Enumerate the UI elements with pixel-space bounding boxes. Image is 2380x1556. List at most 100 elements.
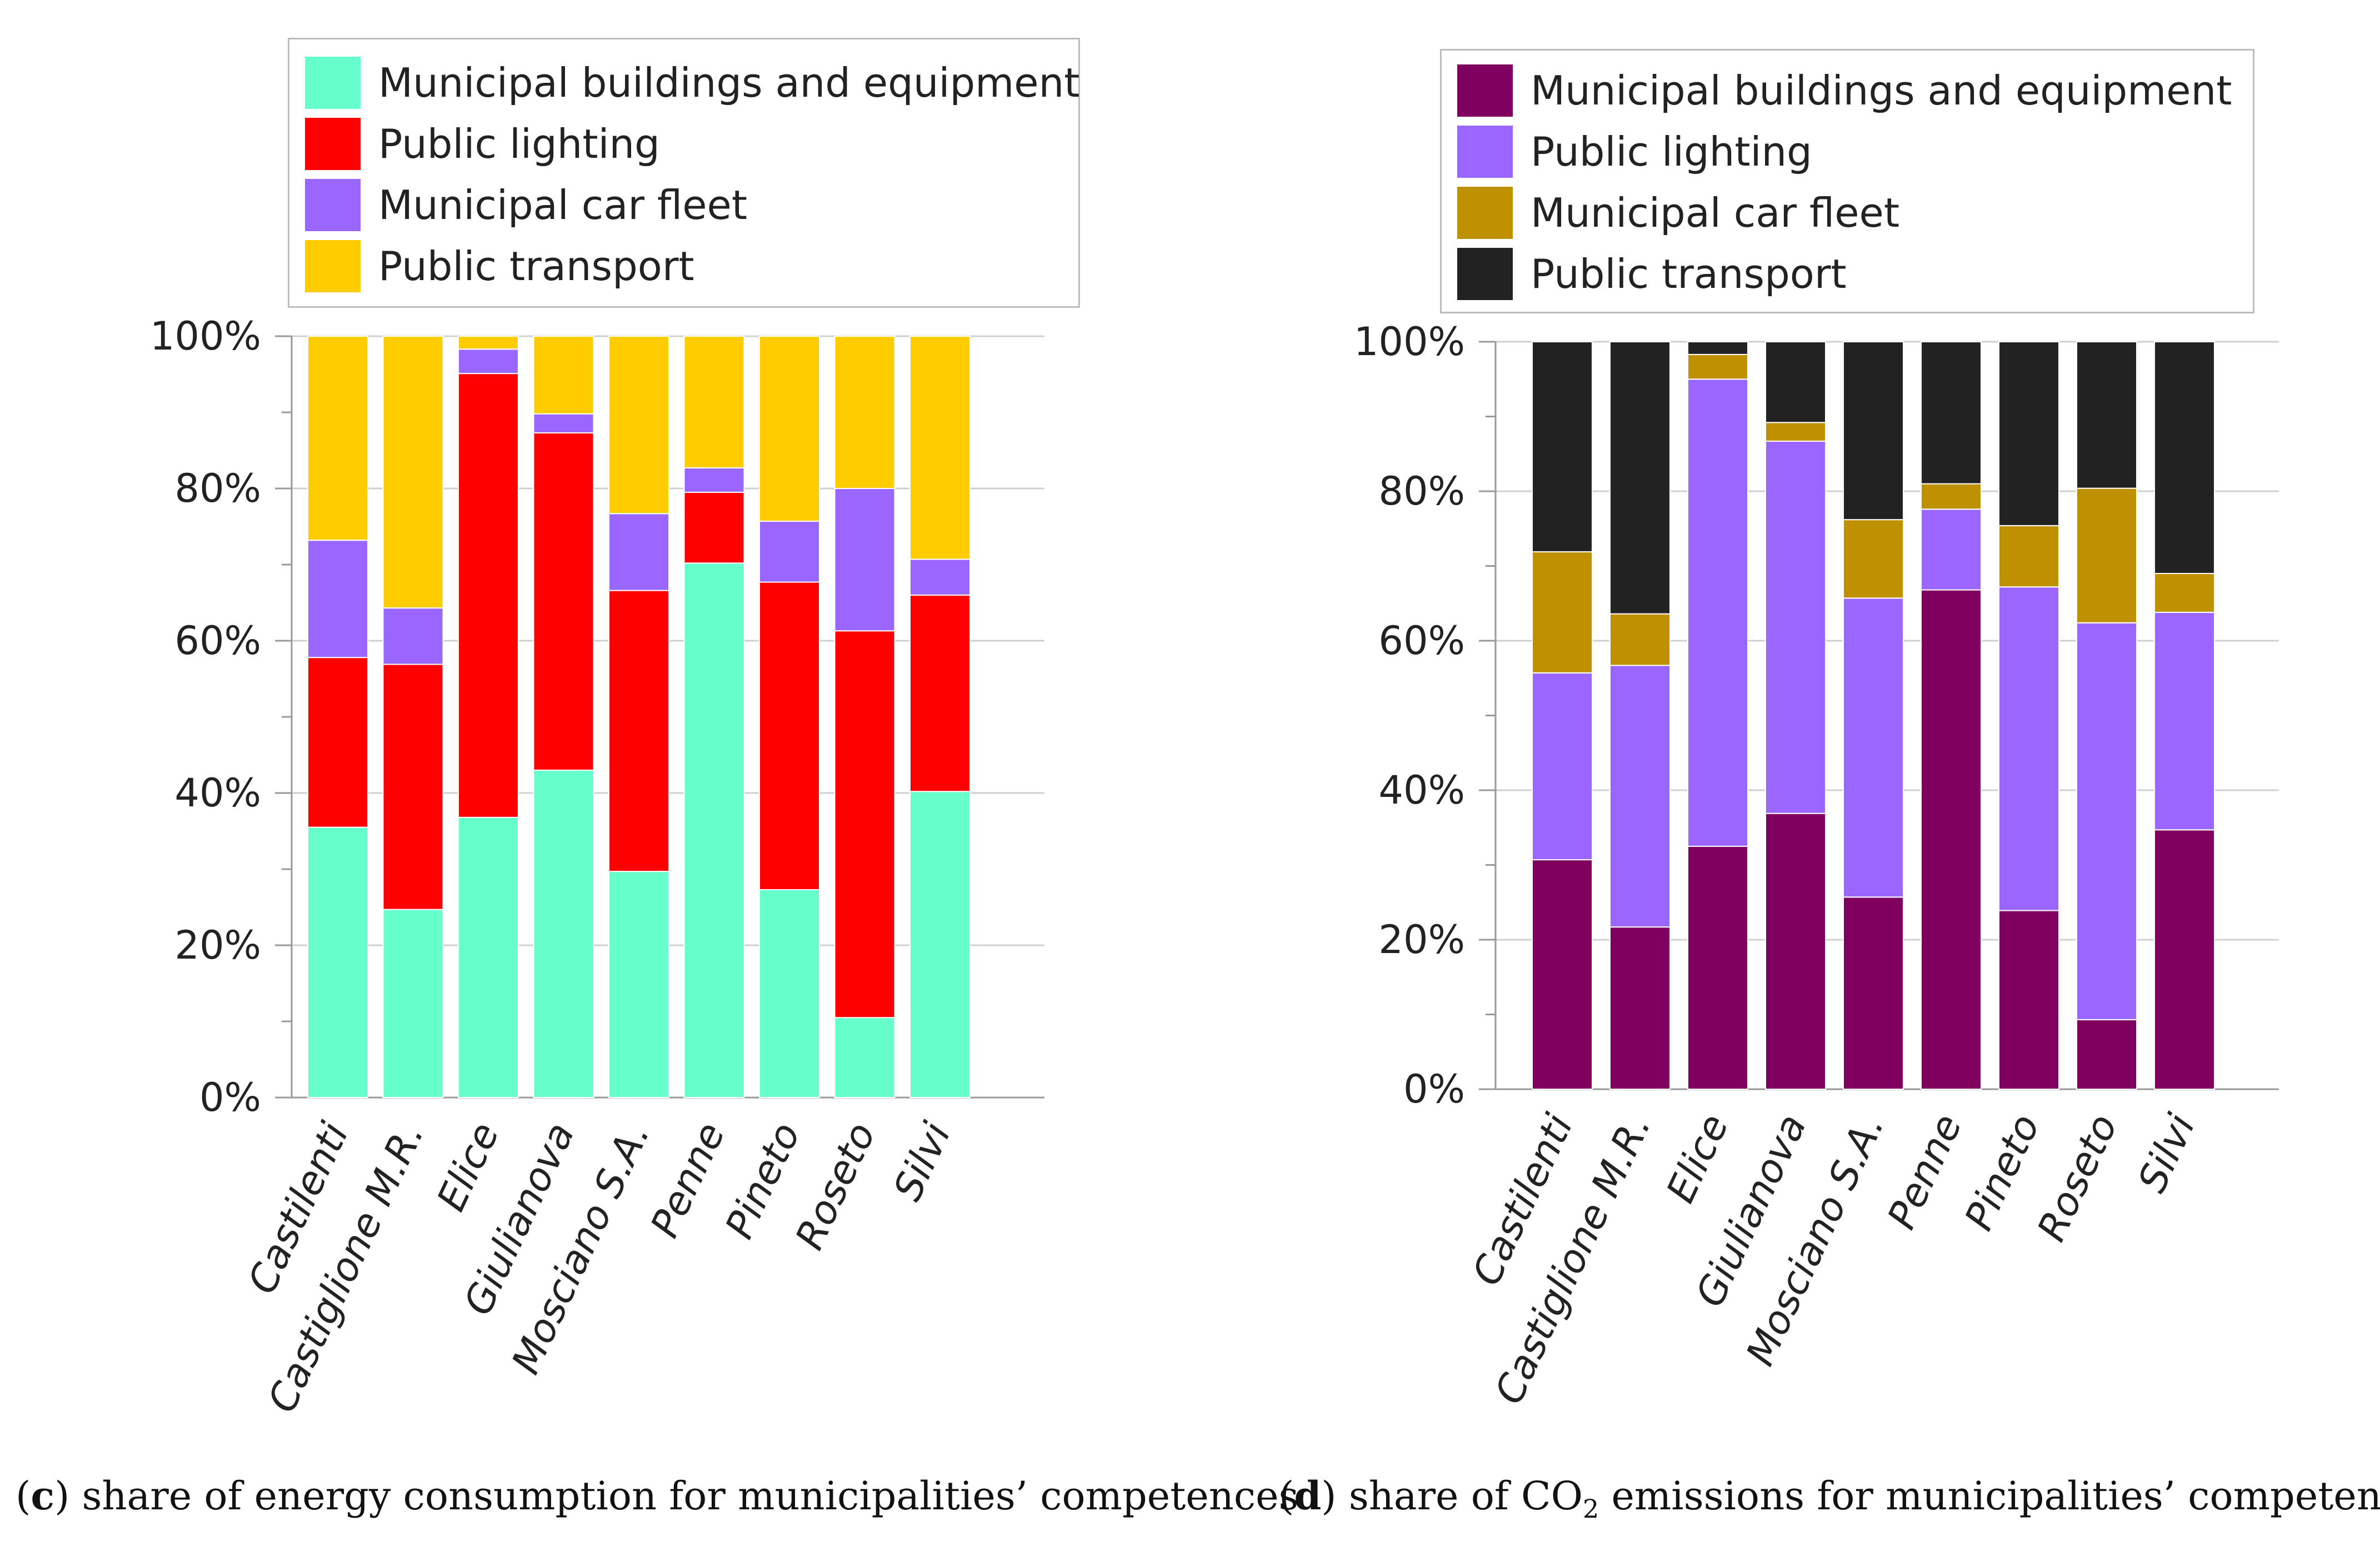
bar-segment xyxy=(458,373,519,818)
bar-segment xyxy=(1687,341,1748,355)
chart-energy-consumption: 0%20%40%60%80%100%CastilentiCastiglione … xyxy=(150,313,1044,1419)
bar-segment xyxy=(759,581,820,890)
caption-letter: c xyxy=(31,1473,54,1519)
caption-subscript: 2 xyxy=(1582,1494,1599,1524)
bar-segment xyxy=(683,336,745,469)
y-tick-label: 20% xyxy=(1378,917,1465,962)
legend-label: Municipal car fleet xyxy=(378,182,748,228)
chart-co2-emissions: 0%20%40%60%80%100%CastilentiCastiglione … xyxy=(1354,319,2279,1411)
legend-swatch xyxy=(305,179,361,231)
legend-co2: Municipal buildings and equipment Public … xyxy=(1440,49,2254,313)
bar-segment xyxy=(683,467,745,493)
legend-item: Public lighting xyxy=(305,116,660,172)
legend-item: Municipal car fleet xyxy=(1457,185,1899,241)
legend-energy: Municipal buildings and equipment Public … xyxy=(288,38,1080,308)
bar-segment xyxy=(533,432,594,771)
legend-label: Public transport xyxy=(1531,251,1847,297)
chart-panel-energy: Municipal buildings and equipment Public … xyxy=(16,38,1298,1519)
y-tick-label: 100% xyxy=(1354,319,1465,365)
legend-swatch xyxy=(305,118,361,170)
bar-segment xyxy=(834,488,896,632)
caption-letter: d xyxy=(1294,1473,1322,1519)
legend-swatch xyxy=(1457,248,1513,300)
caption-text-post: emissions for municipalities’ competence… xyxy=(1599,1473,2380,1519)
bar-segment xyxy=(2154,341,2215,574)
legend-label: Municipal car fleet xyxy=(1531,189,1900,236)
x-tick-label: Elice xyxy=(428,1116,508,1218)
bar-segment xyxy=(382,909,444,1098)
legend-item: Public transport xyxy=(305,238,694,294)
chart-panel-co2: Municipal buildings and equipment Public … xyxy=(1190,0,2380,1556)
caption-text-pre: share of CO xyxy=(1336,1473,1583,1519)
bar-segment xyxy=(2076,341,2137,489)
y-tick-label: 20% xyxy=(174,922,261,968)
caption-energy: (c) share of energy consumption for muni… xyxy=(16,1473,1299,1519)
y-tick-label: 40% xyxy=(174,770,261,816)
bar-segment xyxy=(382,336,444,609)
legend-label: Municipal buildings and equipment xyxy=(378,59,1080,106)
y-tick-label: 60% xyxy=(174,618,261,664)
bar-segment xyxy=(1921,483,1982,510)
caption-text: share of energy consumption for municipa… xyxy=(69,1473,1299,1519)
bar-segment xyxy=(759,520,820,583)
legend-swatch xyxy=(305,57,361,109)
bar-segment xyxy=(1843,341,1904,521)
bar-segment xyxy=(307,826,368,1099)
bar-segment xyxy=(2154,611,2215,831)
legend-swatch xyxy=(1457,187,1513,239)
y-tick-label: 80% xyxy=(1378,468,1465,514)
bar-segment xyxy=(1765,812,1826,1090)
bar-segment xyxy=(382,607,444,665)
bar-segment xyxy=(1843,597,1904,898)
bar-segment xyxy=(909,336,971,560)
bar-segment xyxy=(1687,845,1748,1090)
bar-segment xyxy=(909,791,971,1098)
bar-segment xyxy=(458,336,519,350)
caption-co2: (d) share of CO2 emissions for municipal… xyxy=(1279,1473,2380,1524)
bar-segment xyxy=(2076,487,2137,624)
legend-label: Municipal buildings and equipment xyxy=(1531,67,2232,114)
bar-segment xyxy=(1998,341,2059,526)
bar-segment xyxy=(683,491,745,564)
x-tick-label: Silvi xyxy=(884,1115,959,1208)
bar-segment xyxy=(834,630,896,1019)
bar-segment xyxy=(533,769,594,1098)
bar-segment xyxy=(834,336,896,489)
bar-segment xyxy=(1843,519,1904,599)
bar-segment xyxy=(1998,525,2059,588)
bar-segment xyxy=(533,413,594,433)
legend-label: Public lighting xyxy=(378,121,660,167)
legend-swatch xyxy=(305,240,361,292)
bar-segment xyxy=(2076,1019,2137,1090)
bar-segment xyxy=(2154,829,2215,1090)
y-tick-label: 0% xyxy=(1403,1066,1465,1112)
bar-segment xyxy=(608,590,669,872)
x-tick-label: Silvi xyxy=(2129,1107,2204,1199)
bar-segment xyxy=(759,889,820,1098)
y-tick-label: 40% xyxy=(1378,767,1465,813)
bar-segment xyxy=(307,540,368,659)
bar-segment xyxy=(909,594,971,792)
legend-swatch xyxy=(1457,126,1513,178)
bar-segment xyxy=(458,816,519,1098)
y-tick-label: 80% xyxy=(174,466,261,511)
bar-segment xyxy=(1687,378,1748,847)
bar-segment xyxy=(1532,551,1593,674)
bar-segment xyxy=(1532,341,1593,552)
bar-segment xyxy=(608,336,669,515)
legend-item: Public lighting xyxy=(1457,124,1812,179)
legend-item: Municipal car fleet xyxy=(305,177,747,233)
bar-segment xyxy=(1609,665,1671,928)
bar-segment xyxy=(1921,589,1982,1090)
bar-segment xyxy=(834,1017,896,1099)
bar-segment xyxy=(533,336,594,415)
legend-label: Public lighting xyxy=(1531,128,1812,175)
bar-segment xyxy=(2076,622,2137,1020)
legend-label: Public transport xyxy=(378,243,694,290)
bar-segment xyxy=(2154,572,2215,613)
bar-segment xyxy=(1532,672,1593,861)
bar-segment xyxy=(1921,341,1982,485)
bar-segment xyxy=(1921,508,1982,591)
y-tick-label: 60% xyxy=(1378,618,1465,664)
y-tick-label: 100% xyxy=(150,313,261,359)
